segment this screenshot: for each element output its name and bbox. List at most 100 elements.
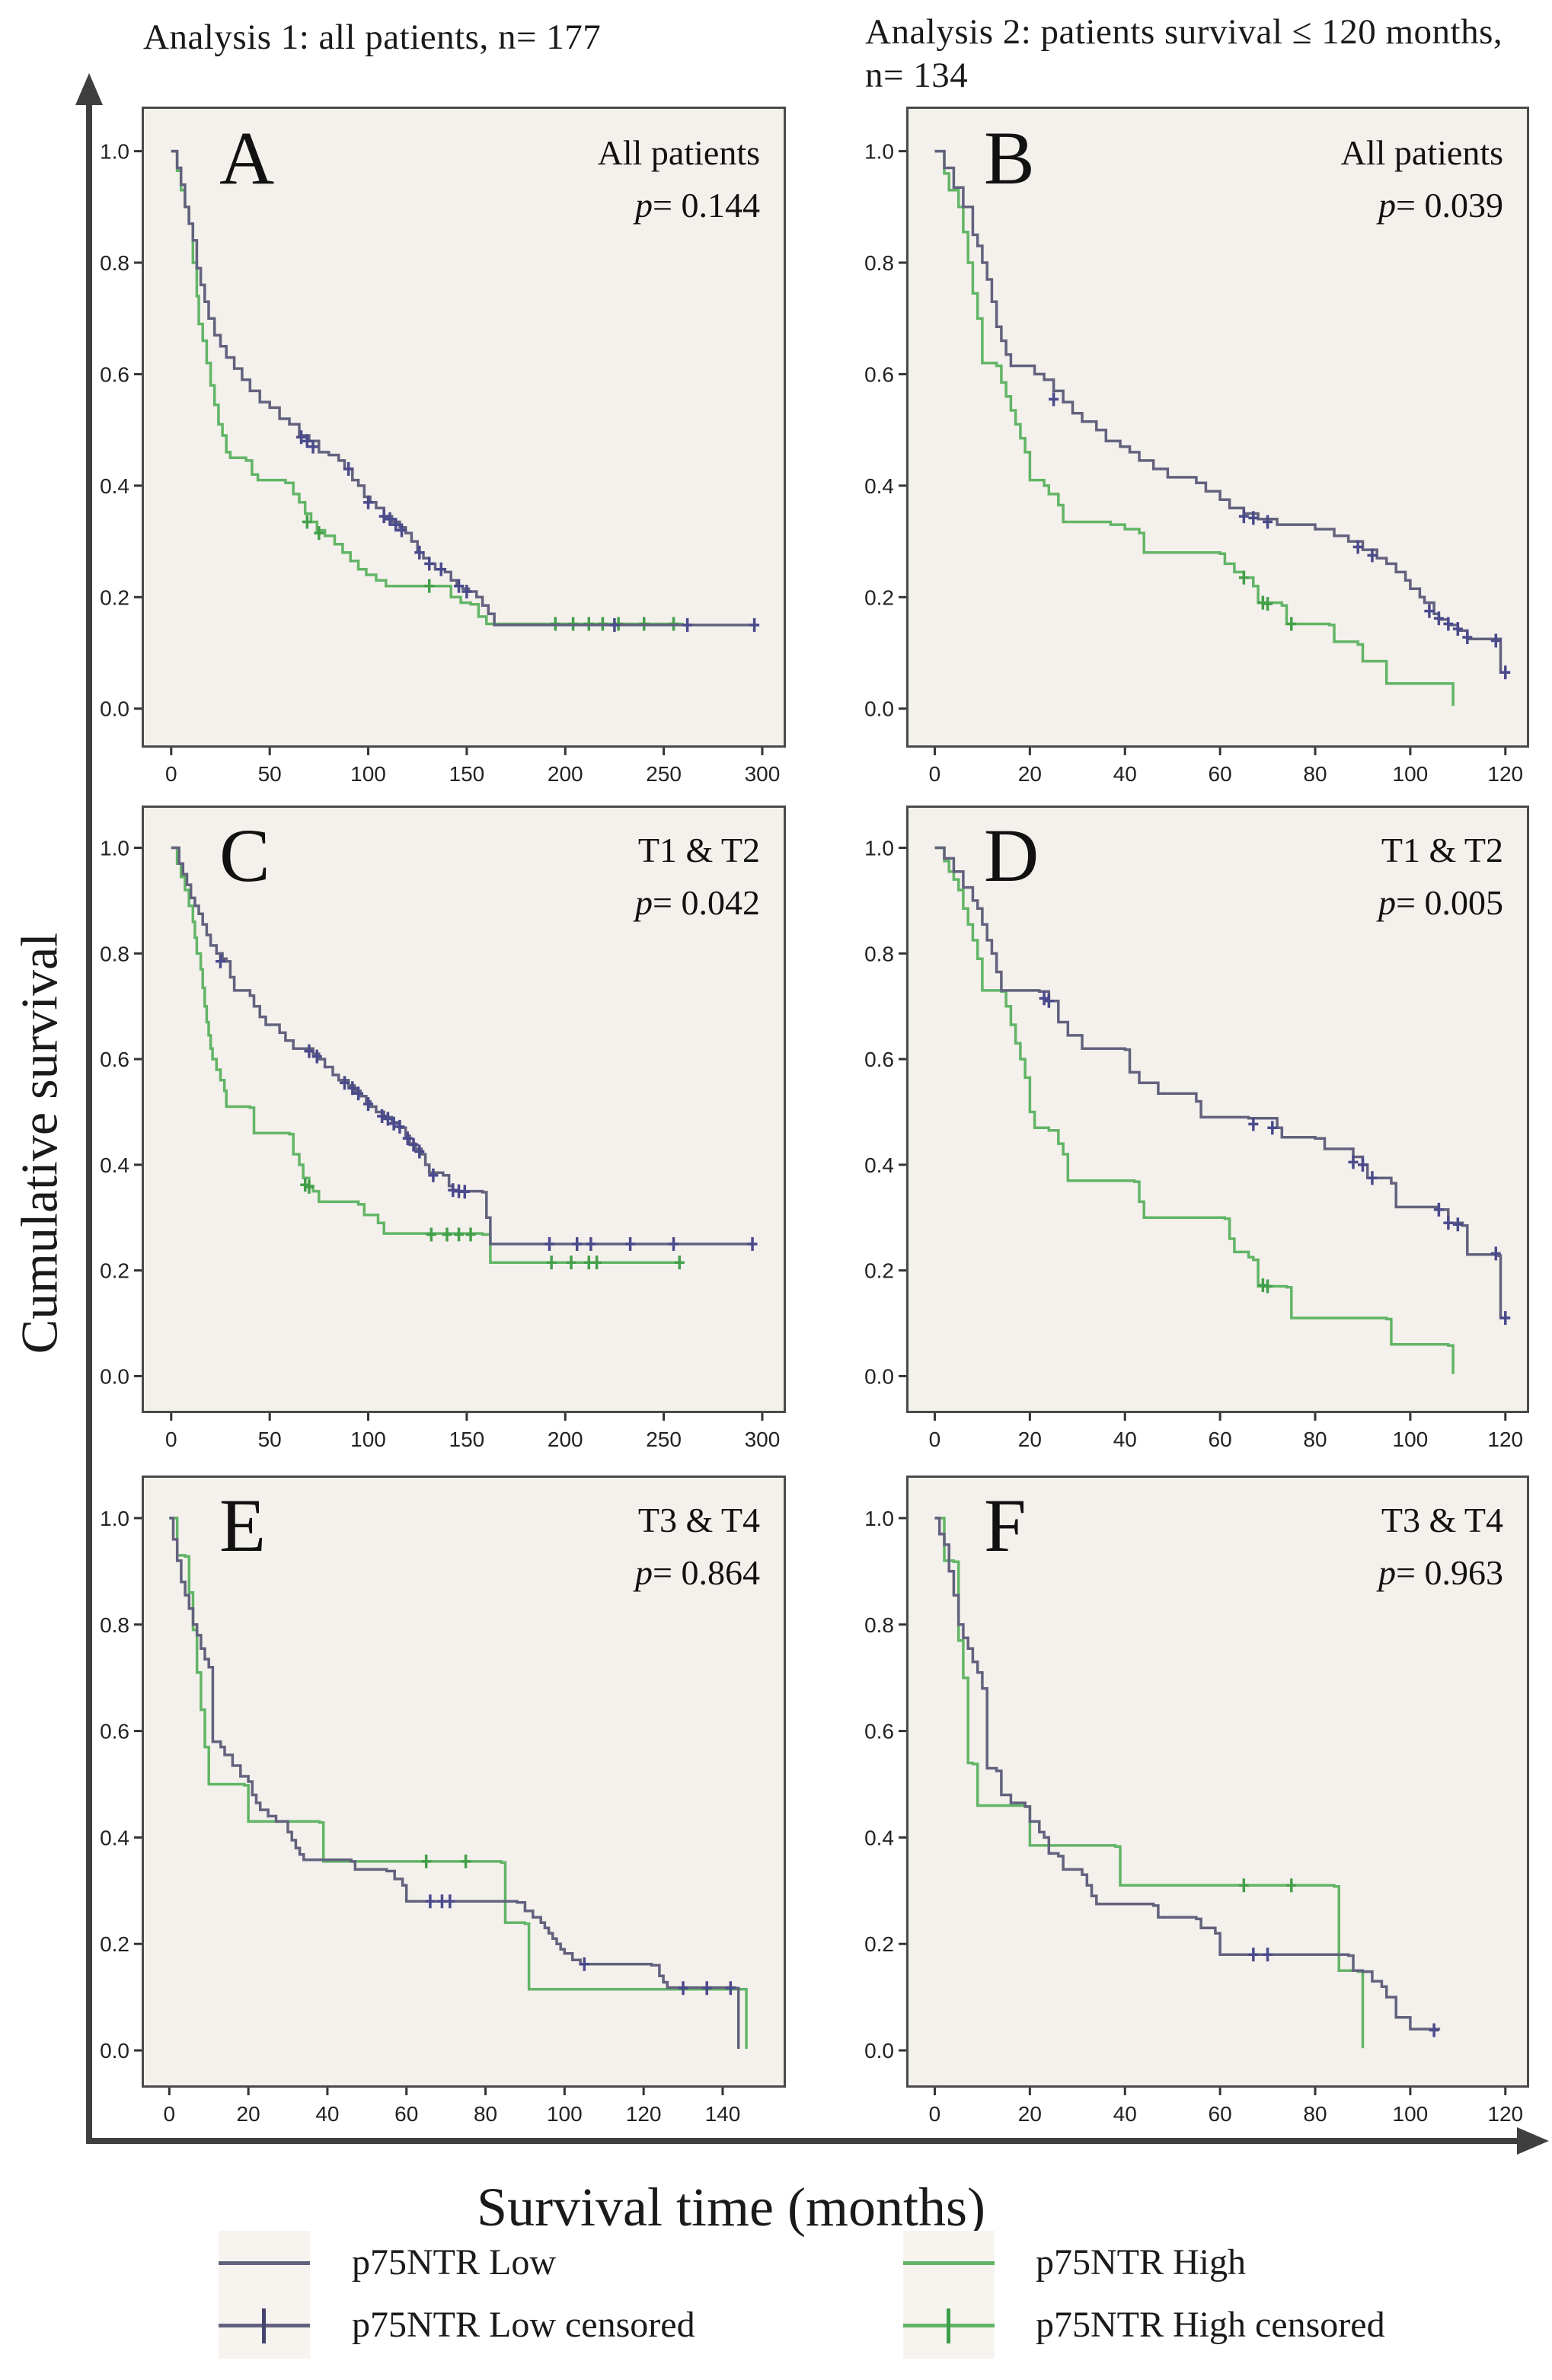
censor-plus-icon (947, 2308, 950, 2343)
svg-text:0.6: 0.6 (100, 1048, 129, 1071)
svg-text:20: 20 (1018, 762, 1042, 786)
km-plot-e: 0.0 0.2 0.4 0.6 0.8 1.0 0 20 40 60 80 100 120 140 (81, 1476, 786, 2133)
svg-text:60: 60 (1209, 2102, 1232, 2126)
high-line-icon (903, 2261, 995, 2265)
svg-text:0: 0 (929, 762, 941, 786)
svg-text:0.8: 0.8 (864, 251, 894, 275)
svg-text:1.0: 1.0 (864, 140, 894, 164)
svg-text:200: 200 (548, 1428, 583, 1451)
svg-text:0.4: 0.4 (864, 1153, 894, 1177)
svg-text:0.6: 0.6 (100, 1720, 129, 1744)
svg-text:0.2: 0.2 (100, 1259, 129, 1283)
svg-text:0: 0 (929, 2102, 941, 2126)
svg-text:0.6: 0.6 (864, 1048, 894, 1071)
svg-text:120: 120 (626, 2102, 662, 2126)
legend-label-low: p75NTR Low (352, 2242, 556, 2283)
svg-text:0.6: 0.6 (100, 362, 129, 386)
svg-text:100: 100 (1393, 762, 1429, 786)
svg-text:80: 80 (1303, 1428, 1327, 1451)
panel-f: 0.0 0.2 0.4 0.6 0.8 1.0 0 20 40 60 80 100 120 F T3 &… (845, 1476, 1529, 2130)
panel-a-letter: A (219, 116, 275, 200)
km-plot-d: 0.0 0.2 0.4 0.6 0.8 1.0 0 20 40 60 80 100 120 (845, 806, 1529, 1459)
km-plot-a: 0.0 0.2 0.4 0.6 0.8 1.0 0 50 100 150 200 250 300 (81, 107, 786, 793)
panel-b-letter: B (984, 116, 1035, 200)
panel-a-p-value: p= 0.144 (635, 186, 760, 225)
legend-swatch-high-censored (903, 2293, 995, 2359)
panel-d-letter: D (984, 813, 1039, 898)
svg-text:0.0: 0.0 (100, 1364, 129, 1388)
panel-c-p-value: p= 0.042 (635, 883, 760, 922)
panel-c-letter: C (219, 813, 270, 898)
panel-c-group-label: T1 & T2 (637, 831, 760, 869)
legend-label-high: p75NTR High (1036, 2242, 1246, 2283)
svg-text:0.2: 0.2 (100, 1932, 129, 1956)
svg-text:0.8: 0.8 (864, 942, 894, 965)
svg-text:100: 100 (1393, 1428, 1429, 1451)
panel-b-group-label: All patients (1340, 133, 1503, 172)
legend-swatch-low-censored (219, 2293, 310, 2359)
svg-text:1.0: 1.0 (100, 837, 129, 860)
svg-text:60: 60 (394, 2102, 418, 2126)
km-plot-f: 0.0 0.2 0.4 0.6 0.8 1.0 0 20 40 60 80 100 120 (845, 1476, 1529, 2133)
svg-text:1.0: 1.0 (864, 837, 894, 860)
svg-text:300: 300 (745, 762, 781, 786)
panel-d-group-label: T1 & T2 (1381, 831, 1503, 869)
svg-text:0.6: 0.6 (864, 362, 894, 386)
svg-text:0.4: 0.4 (864, 474, 894, 498)
svg-text:0.2: 0.2 (864, 1259, 894, 1283)
svg-text:140: 140 (705, 2102, 741, 2126)
svg-text:80: 80 (1303, 2102, 1327, 2126)
svg-text:0: 0 (165, 1428, 177, 1451)
svg-text:250: 250 (646, 762, 682, 786)
analysis2-title-line1: Analysis 2: patients survival ≤ 120 mont… (865, 12, 1503, 52)
svg-text:200: 200 (548, 762, 583, 786)
censor-plus-icon (262, 2308, 266, 2343)
svg-text:80: 80 (474, 2102, 497, 2126)
svg-text:300: 300 (745, 1428, 781, 1451)
svg-text:0.2: 0.2 (864, 1932, 894, 1956)
panel-c: 0.0 0.2 0.4 0.6 0.8 1.0 0 50 100 150 200 250 300 C T… (81, 806, 786, 1455)
svg-text:0: 0 (165, 762, 177, 786)
svg-text:1.0: 1.0 (100, 140, 129, 164)
svg-text:0.8: 0.8 (100, 1613, 129, 1637)
panel-e-p-value: p= 0.864 (635, 1553, 760, 1592)
panel-d-p-value: p= 0.005 (1378, 883, 1503, 922)
svg-text:40: 40 (1113, 1428, 1137, 1451)
svg-text:0.0: 0.0 (864, 697, 894, 721)
legend-label-high-censored: p75NTR High censored (1036, 2305, 1385, 2345)
legend-label-low-censored: p75NTR Low censored (352, 2305, 695, 2345)
y-axis-label: Cumulative survival (10, 932, 69, 1354)
svg-text:250: 250 (646, 1428, 682, 1451)
svg-text:100: 100 (547, 2102, 583, 2126)
svg-text:0.0: 0.0 (864, 1364, 894, 1388)
svg-text:60: 60 (1209, 1428, 1232, 1451)
svg-text:100: 100 (350, 1428, 386, 1451)
panel-b: 0.0 0.2 0.4 0.6 0.8 1.0 0 20 40 60 80 100 120 B All … (845, 107, 1529, 790)
svg-text:80: 80 (1303, 762, 1327, 786)
svg-text:1.0: 1.0 (864, 1507, 894, 1530)
km-plot-c: 0.0 0.2 0.4 0.6 0.8 1.0 0 50 100 150 200 250 300 (81, 806, 786, 1459)
svg-text:40: 40 (315, 2102, 339, 2126)
svg-text:150: 150 (449, 1428, 485, 1451)
panel-a: 0.0 0.2 0.4 0.6 0.8 1.0 0 50 100 150 200 250 300 A A… (81, 107, 786, 790)
panel-a-group-label: All patients (597, 133, 760, 172)
svg-text:100: 100 (1393, 2102, 1429, 2126)
svg-text:1.0: 1.0 (100, 1507, 129, 1530)
svg-text:40: 40 (1113, 2102, 1137, 2126)
y-axis-arrowhead-icon (75, 73, 103, 105)
svg-text:100: 100 (350, 762, 386, 786)
panel-b-p-value: p= 0.039 (1378, 186, 1503, 225)
svg-text:0.0: 0.0 (864, 2039, 894, 2063)
analysis2-title: Analysis 2: patients survival ≤ 120 mont… (865, 11, 1503, 98)
x-axis-arrow-line (86, 2138, 1519, 2144)
legend-swatch-low (219, 2231, 310, 2296)
panel-e: 0.0 0.2 0.4 0.6 0.8 1.0 0 20 40 60 80 100 120 140 E T… (81, 1476, 786, 2130)
analysis2-title-line2: n= 134 (865, 56, 969, 96)
svg-text:150: 150 (449, 762, 485, 786)
svg-text:0.0: 0.0 (100, 697, 129, 721)
panel-e-letter: E (219, 1483, 267, 1568)
svg-text:0: 0 (929, 1428, 941, 1451)
svg-text:0.4: 0.4 (100, 474, 129, 498)
svg-text:20: 20 (1018, 1428, 1042, 1451)
panel-d: 0.0 0.2 0.4 0.6 0.8 1.0 0 20 40 60 80 100 120 D T1 &… (845, 806, 1529, 1455)
